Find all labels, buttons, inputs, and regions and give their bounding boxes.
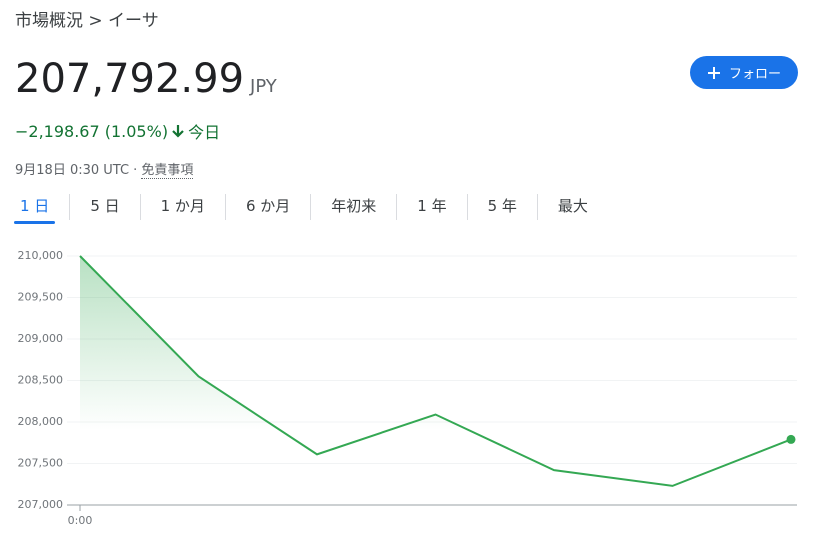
- tab[interactable]: 1 か月: [141, 194, 226, 220]
- price: 207,792.99: [15, 56, 245, 102]
- tab[interactable]: 最大: [557, 197, 588, 215]
- timestamp: 9月18日 0:30 UTC ·: [15, 163, 138, 178]
- period: 今日: [188, 123, 221, 142]
- breadcrumb[interactable]: 市場概況 > イーサ: [15, 11, 159, 31]
- x-tick-label: 0:00: [68, 514, 93, 527]
- last-point: [786, 434, 796, 444]
- line: [79, 255, 792, 487]
- tab[interactable]: 1 日: [0, 194, 71, 224]
- price-row: 207,792.99 JPY: [15, 56, 277, 102]
- area: [80, 256, 791, 505]
- timestamp-row: 9月18日 0:30 UTC · 免責事項: [15, 159, 194, 179]
- y-tick-label: 209,500: [18, 291, 64, 304]
- y-tick-label: 207,500: [18, 457, 64, 470]
- y-tick-label: 209,000: [18, 332, 64, 345]
- tab[interactable]: 6 か月: [226, 194, 312, 220]
- y-tick-label: 207,000: [18, 498, 64, 511]
- follow-button[interactable]: フォロー: [690, 56, 798, 89]
- change-row: −2,198.67 (1.05%) 今日: [15, 119, 220, 143]
- tab[interactable]: 1 年: [397, 194, 468, 220]
- tab[interactable]: 5 年: [468, 194, 538, 220]
- down-arrow: [172, 125, 184, 138]
- follow-label: フォロー: [728, 67, 781, 82]
- disclaimer-link[interactable]: 免責事項: [141, 163, 194, 179]
- y-tick-label: 208,500: [18, 374, 64, 387]
- tab[interactable]: 年初来: [311, 194, 398, 220]
- tab[interactable]: 5 日: [70, 194, 141, 220]
- y-tick-label: 210,000: [18, 249, 64, 262]
- change: −2,198.67 (1.05%): [15, 121, 169, 141]
- y-tick-label: 208,000: [18, 415, 64, 428]
- currency: JPY: [250, 76, 277, 97]
- plus-icon: [707, 66, 720, 79]
